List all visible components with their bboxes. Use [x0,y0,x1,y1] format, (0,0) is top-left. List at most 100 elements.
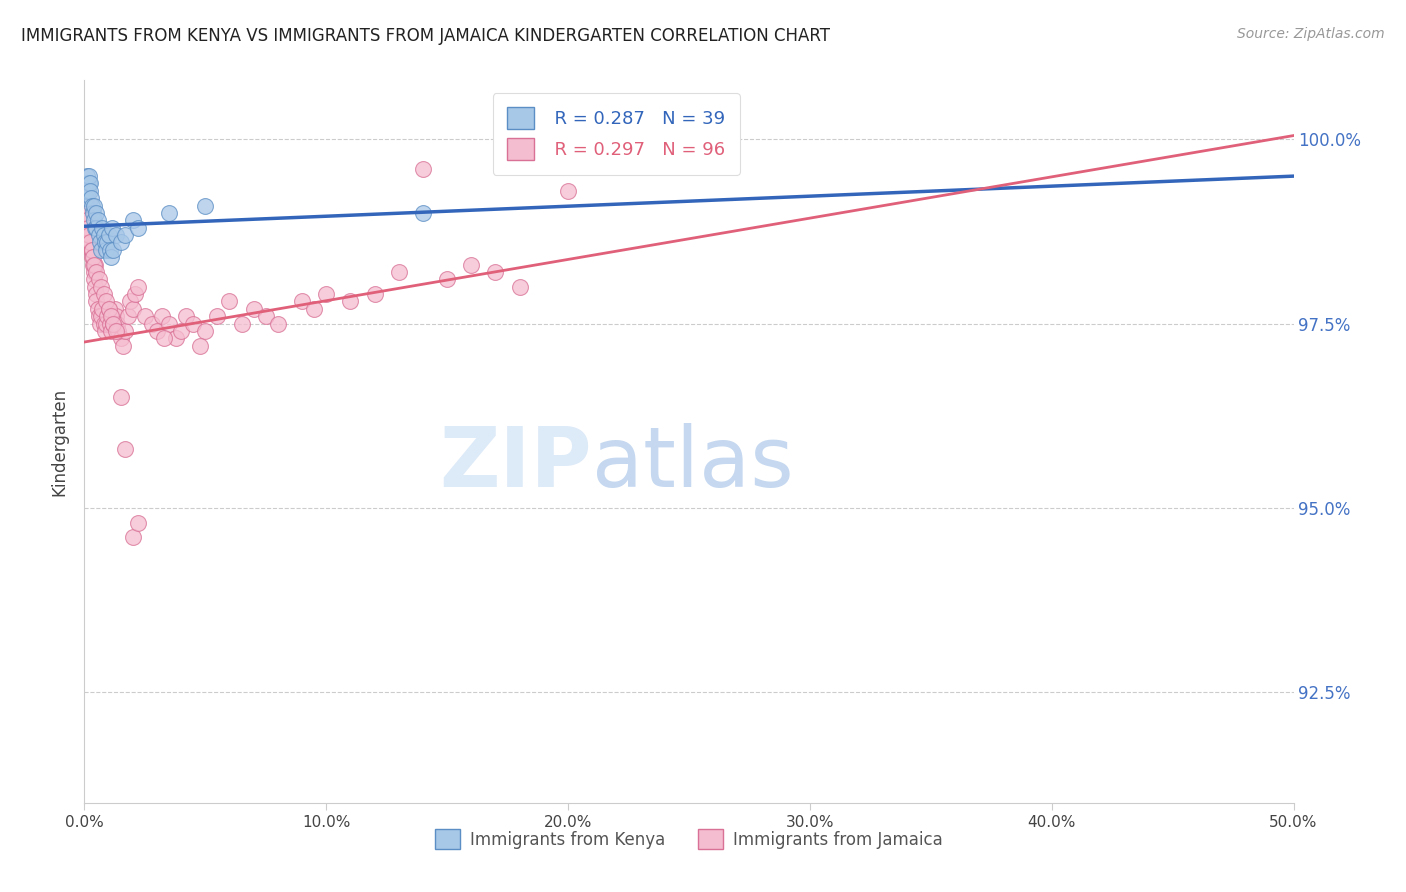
Point [84,287,107,301]
Point [76,177,98,191]
Point [412,206,434,220]
Point [218,294,240,309]
Point [114,442,136,456]
Point [94,324,117,338]
Point [194,324,217,338]
Point [77,177,100,191]
Point [89,317,111,331]
Point [86,265,108,279]
Point [157,206,180,220]
Point [77,213,100,227]
Point [90,309,112,323]
Point [82,206,104,220]
Point [86,294,108,309]
Point [77,220,100,235]
Point [110,235,132,250]
Point [75,213,97,227]
Point [104,324,127,338]
Point [181,317,204,331]
Point [101,220,124,235]
Point [84,279,107,293]
Point [117,309,139,323]
Point [79,228,101,243]
Point [77,228,100,243]
Point [121,530,143,544]
Point [104,301,127,316]
Point [79,235,101,250]
Point [84,220,107,235]
Point [87,309,110,323]
Point [83,265,105,279]
Text: atlas: atlas [592,423,794,504]
Point [75,206,97,220]
Point [302,301,325,316]
Point [100,309,122,323]
Point [89,235,111,250]
Point [134,309,156,323]
Point [127,220,149,235]
Point [146,324,169,338]
Point [170,324,193,338]
Point [153,331,176,345]
Point [80,199,103,213]
Point [110,331,132,345]
Point [97,301,120,316]
Point [190,339,212,353]
Point [83,258,105,272]
Point [94,317,117,331]
Point [87,272,110,286]
Point [103,317,125,331]
Point [79,177,101,191]
Point [103,243,125,257]
Point [104,228,127,243]
Point [96,309,118,323]
Point [94,294,117,309]
Point [80,250,103,264]
Point [86,220,108,235]
Point [121,301,143,316]
Point [77,220,100,235]
Text: ZIP: ZIP [440,423,592,504]
Point [460,258,482,272]
Point [194,199,217,213]
Point [121,213,143,227]
Point [114,228,136,243]
Point [93,228,115,243]
Point [82,250,104,264]
Point [484,265,506,279]
Point [97,301,120,316]
Point [107,324,129,338]
Point [388,265,411,279]
Point [127,279,149,293]
Point [157,317,180,331]
Point [94,235,117,250]
Point [98,317,121,331]
Point [96,235,118,250]
Point [83,272,105,286]
Point [91,220,114,235]
Point [80,243,103,257]
Point [98,243,121,257]
Point [267,317,290,331]
Point [254,309,277,323]
Point [436,272,458,286]
Point [112,339,135,353]
Point [82,258,104,272]
Point [87,228,110,243]
Point [77,184,100,198]
Point [100,250,122,264]
Point [94,243,117,257]
Point [86,301,108,316]
Point [76,213,98,227]
Point [412,161,434,176]
Point [509,279,531,293]
Point [242,301,264,316]
Point [79,235,101,250]
Point [174,309,197,323]
Point [97,228,120,243]
Point [110,390,132,404]
Point [165,331,187,345]
Point [79,184,101,198]
Text: Source: ZipAtlas.com: Source: ZipAtlas.com [1237,27,1385,41]
Point [76,199,98,213]
